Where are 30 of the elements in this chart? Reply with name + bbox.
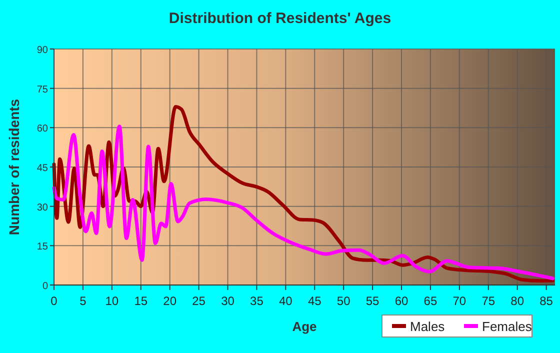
y-tick-label: 0 <box>42 281 48 292</box>
y-tick-label: 15 <box>36 242 48 253</box>
x-tick-label: 80 <box>510 294 524 308</box>
x-tick-label: 65 <box>424 294 438 308</box>
y-axis-title: Number of residents <box>6 98 22 236</box>
x-tick-label: 15 <box>134 294 148 308</box>
y-tick-label: 60 <box>36 124 48 135</box>
x-tick-label: 85 <box>540 294 554 308</box>
x-tick-label: 50 <box>336 294 351 308</box>
x-tick-label: 35 <box>250 294 264 308</box>
x-tick-label: 40 <box>278 294 293 308</box>
x-tick-label: 30 <box>221 294 235 308</box>
x-tick-label: 55 <box>366 294 380 308</box>
x-tick-label: 5 <box>80 294 87 308</box>
x-tick-label: 10 <box>105 294 119 308</box>
x-tick-label: 75 <box>482 294 496 308</box>
x-tick-label: 0 <box>50 294 58 308</box>
x-axis-title: Age <box>292 319 317 334</box>
x-tick-label: 20 <box>163 294 177 308</box>
legend-label: Males <box>410 319 446 334</box>
y-tick-label: 45 <box>36 163 48 174</box>
y-tick-label: 30 <box>36 202 48 214</box>
x-tick-label: 70 <box>452 294 466 308</box>
x-tick-label: 45 <box>308 294 322 308</box>
y-tick-label: 90 <box>36 45 48 56</box>
y-tick-label: 75 <box>36 84 48 96</box>
chart-title: Distribution of Residents' Ages <box>168 10 392 27</box>
x-tick-label: 60 <box>394 294 409 308</box>
legend-label: Females <box>482 319 532 334</box>
x-tick-label: 25 <box>192 294 206 308</box>
